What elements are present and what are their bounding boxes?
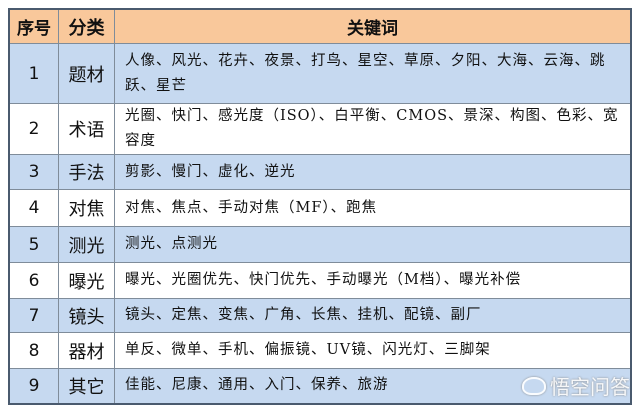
row-category: 测光 bbox=[58, 226, 115, 263]
table-row: 5 测光 测光、点测光 bbox=[8, 226, 632, 263]
table-row: 6 曝光 曝光、光圈优先、快门优先、手动曝光（M档）、曝光补偿 bbox=[8, 262, 632, 299]
row-category: 术语 bbox=[58, 103, 115, 155]
keyword-table-container: 序号 分类 关键词 1 题材 人像、风光、花卉、夜景、打鸟、星空、草原、夕阳、大海、… bbox=[8, 8, 632, 405]
row-keywords: 对焦、焦点、手动对焦（MF）、跑焦 bbox=[114, 189, 632, 227]
row-category: 曝光 bbox=[58, 262, 115, 299]
watermark: 悟空问答 bbox=[522, 371, 630, 400]
wukong-logo-icon bbox=[522, 376, 546, 395]
watermark-text: 悟空问答 bbox=[550, 375, 630, 399]
row-no: 3 bbox=[8, 154, 59, 190]
header-category: 分类 bbox=[58, 8, 115, 44]
row-keywords: 佳能、尼康、通用、入门、保养、旅游 bbox=[114, 368, 632, 404]
row-category: 器材 bbox=[58, 332, 115, 369]
row-keywords: 剪影、慢门、虚化、逆光 bbox=[114, 154, 632, 190]
row-no: 5 bbox=[8, 226, 59, 263]
table-row: 2 术语 光圈、快门、感光度（ISO）、白平衡、CMOS、景深、构图、色彩、宽容度 bbox=[8, 103, 632, 155]
keyword-table: 序号 分类 关键词 1 题材 人像、风光、花卉、夜景、打鸟、星空、草原、夕阳、大海、… bbox=[8, 8, 632, 405]
row-no: 7 bbox=[8, 298, 59, 333]
row-category: 对焦 bbox=[58, 189, 115, 227]
table-row: 1 题材 人像、风光、花卉、夜景、打鸟、星空、草原、夕阳、大海、云海、跳跃、星芒 bbox=[8, 43, 632, 104]
table-row: 4 对焦 对焦、焦点、手动对焦（MF）、跑焦 bbox=[8, 189, 632, 227]
row-no: 4 bbox=[8, 189, 59, 227]
row-no: 2 bbox=[8, 103, 59, 155]
table-row: 9 其它 佳能、尼康、通用、入门、保养、旅游 bbox=[8, 368, 632, 404]
row-category: 镜头 bbox=[58, 298, 115, 333]
row-category: 手法 bbox=[58, 154, 115, 190]
table-row: 3 手法 剪影、慢门、虚化、逆光 bbox=[8, 154, 632, 190]
row-category: 题材 bbox=[58, 43, 115, 104]
table-row: 8 器材 单反、微单、手机、偏振镜、UV镜、闪光灯、三脚架 bbox=[8, 332, 632, 369]
row-keywords: 测光、点测光 bbox=[114, 226, 632, 263]
row-keywords: 曝光、光圈优先、快门优先、手动曝光（M档）、曝光补偿 bbox=[114, 262, 632, 299]
row-keywords: 单反、微单、手机、偏振镜、UV镜、闪光灯、三脚架 bbox=[114, 332, 632, 369]
row-keywords: 光圈、快门、感光度（ISO）、白平衡、CMOS、景深、构图、色彩、宽容度 bbox=[114, 103, 632, 155]
header-no: 序号 bbox=[8, 8, 59, 44]
header-keywords: 关键词 bbox=[114, 8, 632, 44]
row-category: 其它 bbox=[58, 368, 115, 404]
row-no: 9 bbox=[8, 368, 59, 404]
row-keywords: 镜头、定焦、变焦、广角、长焦、挂机、配镜、副厂 bbox=[114, 298, 632, 333]
row-no: 6 bbox=[8, 262, 59, 299]
row-keywords: 人像、风光、花卉、夜景、打鸟、星空、草原、夕阳、大海、云海、跳跃、星芒 bbox=[114, 43, 632, 104]
row-no: 1 bbox=[8, 43, 59, 104]
table-header-row: 序号 分类 关键词 bbox=[8, 8, 632, 44]
table-row: 7 镜头 镜头、定焦、变焦、广角、长焦、挂机、配镜、副厂 bbox=[8, 298, 632, 333]
row-no: 8 bbox=[8, 332, 59, 369]
